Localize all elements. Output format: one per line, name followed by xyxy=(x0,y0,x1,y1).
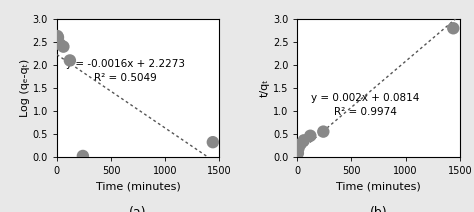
Point xyxy=(54,36,62,39)
Point xyxy=(295,147,302,150)
Point xyxy=(79,154,87,158)
Point xyxy=(60,45,67,48)
X-axis label: Time (minutes): Time (minutes) xyxy=(336,181,421,191)
Point xyxy=(307,134,314,137)
Point xyxy=(56,43,64,46)
Text: y = 0.002x + 0.0814
R² = 0.9974: y = 0.002x + 0.0814 R² = 0.9974 xyxy=(311,92,420,117)
Text: (b): (b) xyxy=(370,206,387,212)
Point xyxy=(300,139,308,142)
X-axis label: Time (minutes): Time (minutes) xyxy=(96,181,181,191)
Point xyxy=(297,142,304,146)
Text: (a): (a) xyxy=(129,206,147,212)
Point xyxy=(449,26,457,30)
Point xyxy=(294,152,301,155)
Y-axis label: t/qₜ: t/qₜ xyxy=(260,79,270,97)
Text: y = -0.0016x + 2.2273
R² = 0.5049: y = -0.0016x + 2.2273 R² = 0.5049 xyxy=(65,59,184,84)
Point xyxy=(319,130,327,133)
Y-axis label: Log (qₑ-qₜ): Log (qₑ-qₜ) xyxy=(19,59,29,117)
Point xyxy=(54,34,61,38)
Point xyxy=(66,59,73,62)
Point xyxy=(209,141,217,144)
